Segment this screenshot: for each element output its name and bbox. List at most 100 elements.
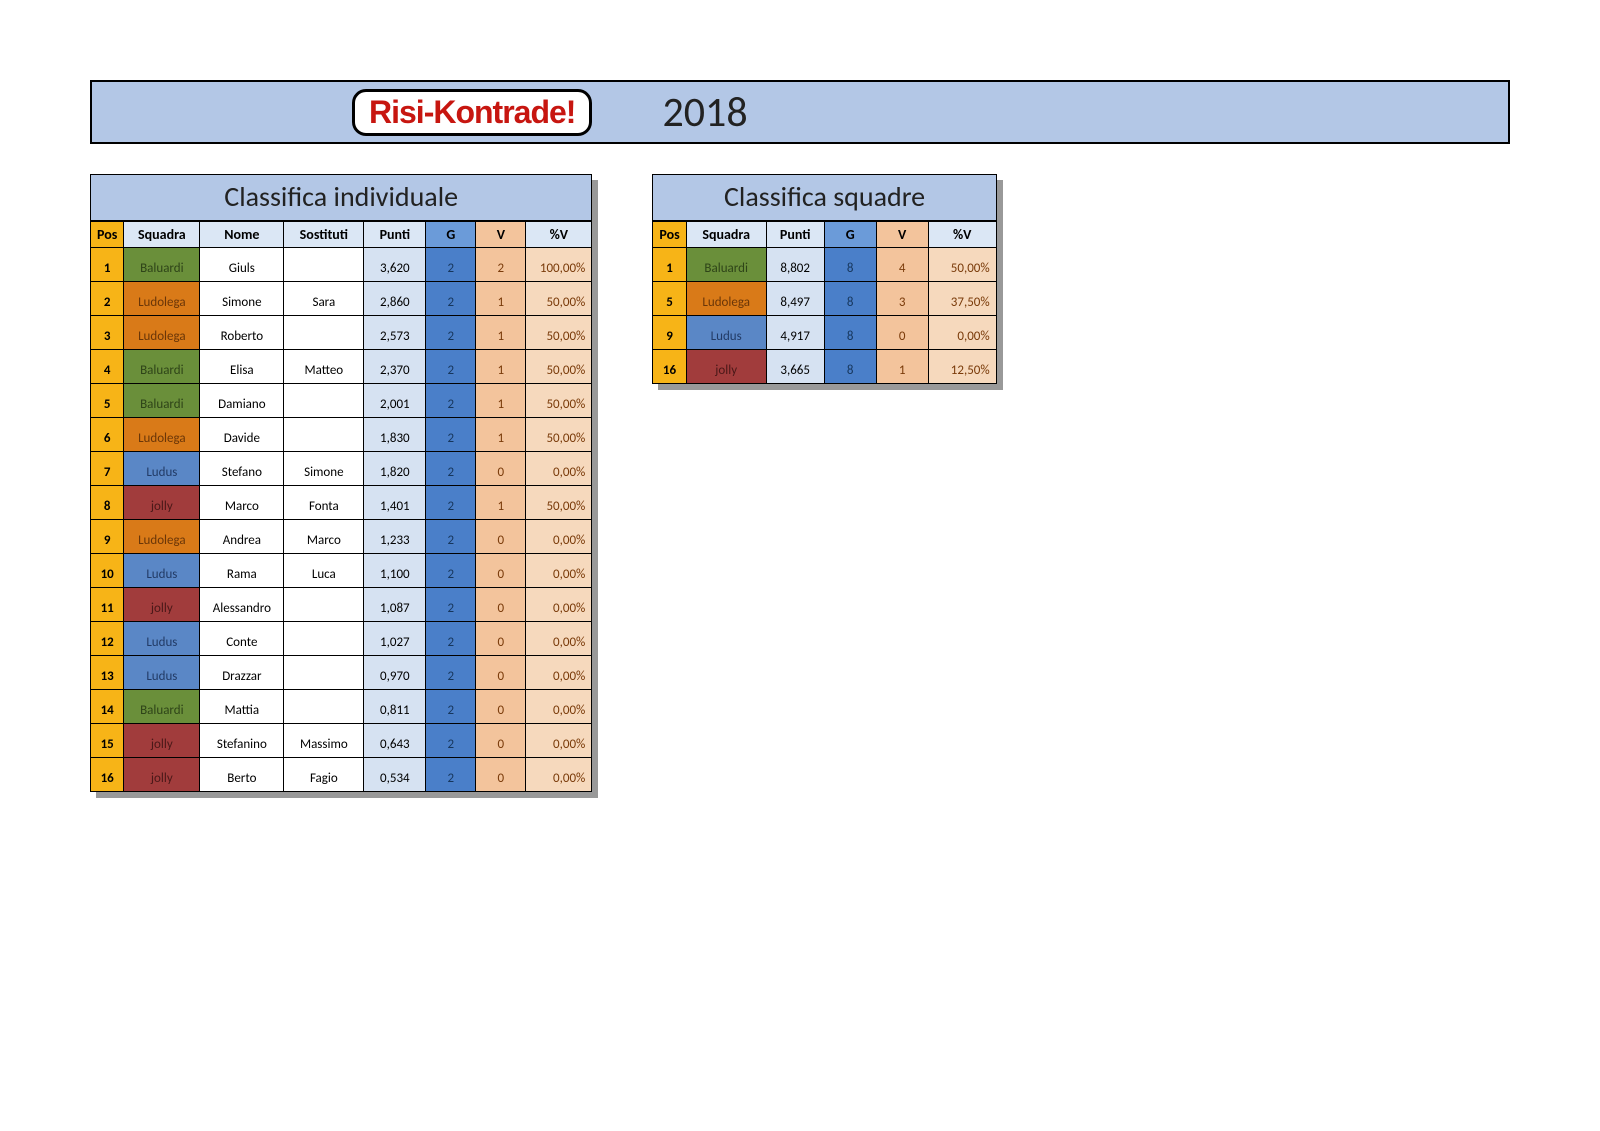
table-cell: 13 <box>91 656 124 690</box>
column-header: G <box>426 222 476 248</box>
table-cell: 8 <box>824 350 876 384</box>
table-cell: 50,00% <box>526 486 592 520</box>
table-cell: Alessandro <box>200 588 284 622</box>
table-cell: 3,665 <box>766 350 824 384</box>
table-cell: 0,00% <box>526 656 592 690</box>
table-cell: 0 <box>476 656 526 690</box>
table-cell: 1 <box>653 248 686 282</box>
table-cell <box>284 656 364 690</box>
table-cell: 50,00% <box>526 418 592 452</box>
individual-title: Classifica individuale <box>90 174 592 221</box>
table-cell: Ludolega <box>686 282 766 316</box>
table-cell: 50,00% <box>928 248 996 282</box>
table-cell: 2 <box>426 520 476 554</box>
table-cell: Stefanino <box>200 724 284 758</box>
table-cell: 2 <box>476 248 526 282</box>
table-cell: Massimo <box>284 724 364 758</box>
table-cell <box>284 248 364 282</box>
table-cell: Luca <box>284 554 364 588</box>
table-row: 13LudusDrazzar0,970200,00% <box>91 656 592 690</box>
table-row: 14BaluardiMattia0,811200,00% <box>91 690 592 724</box>
table-cell: 1 <box>91 248 124 282</box>
table-cell: 50,00% <box>526 350 592 384</box>
individual-table-wrap: Classifica individuale PosSquadraNomeSos… <box>90 174 592 792</box>
table-cell <box>284 418 364 452</box>
table-cell: Andrea <box>200 520 284 554</box>
table-cell: 0,00% <box>526 520 592 554</box>
teams-title: Classifica squadre <box>652 174 996 221</box>
table-cell: 0,00% <box>526 724 592 758</box>
table-cell: Stefano <box>200 452 284 486</box>
table-cell: 0 <box>476 690 526 724</box>
table-cell: 2 <box>426 418 476 452</box>
table-cell: 0 <box>476 452 526 486</box>
column-header: G <box>824 222 876 248</box>
table-cell: 1,100 <box>364 554 426 588</box>
table-cell: 2 <box>426 724 476 758</box>
table-row: 7LudusStefanoSimone1,820200,00% <box>91 452 592 486</box>
table-row: 16jollyBertoFagio0,534200,00% <box>91 758 592 792</box>
table-cell: 6 <box>91 418 124 452</box>
table-cell: Baluardi <box>124 690 200 724</box>
table-cell: 2 <box>426 622 476 656</box>
table-cell: 2 <box>426 554 476 588</box>
table-cell: 2,001 <box>364 384 426 418</box>
table-cell: Davide <box>200 418 284 452</box>
table-cell: 12,50% <box>928 350 996 384</box>
table-cell: 0,00% <box>526 622 592 656</box>
column-header: V <box>476 222 526 248</box>
table-cell: 0 <box>476 724 526 758</box>
table-cell: 16 <box>653 350 686 384</box>
table-cell: Matteo <box>284 350 364 384</box>
table-cell: Conte <box>200 622 284 656</box>
column-header: Pos <box>653 222 686 248</box>
table-row: 16jolly3,6658112,50% <box>653 350 996 384</box>
table-row: 1BaluardiGiuls3,62022100,00% <box>91 248 592 282</box>
table-cell: 2 <box>426 486 476 520</box>
table-cell: 1 <box>476 282 526 316</box>
table-cell: 0,00% <box>526 452 592 486</box>
table-row: 2LudolegaSimoneSara2,8602150,00% <box>91 282 592 316</box>
table-cell: 12 <box>91 622 124 656</box>
table-cell: 4 <box>876 248 928 282</box>
table-cell: 14 <box>91 690 124 724</box>
table-cell: 2 <box>426 282 476 316</box>
table-cell: Baluardi <box>124 248 200 282</box>
table-cell: 3 <box>91 316 124 350</box>
table-cell: 0 <box>476 622 526 656</box>
table-cell: 1,401 <box>364 486 426 520</box>
table-cell: Elisa <box>200 350 284 384</box>
table-cell: Damiano <box>200 384 284 418</box>
table-cell: 4 <box>91 350 124 384</box>
table-cell: 0,811 <box>364 690 426 724</box>
table-cell: 2 <box>426 656 476 690</box>
table-cell: 0 <box>476 588 526 622</box>
table-cell: 0 <box>876 316 928 350</box>
table-cell: 4,917 <box>766 316 824 350</box>
table-cell: 100,00% <box>526 248 592 282</box>
column-header: V <box>876 222 928 248</box>
table-cell: 0,970 <box>364 656 426 690</box>
table-cell: 0,00% <box>928 316 996 350</box>
table-cell: 1 <box>476 486 526 520</box>
column-header: Nome <box>200 222 284 248</box>
table-cell: Simone <box>284 452 364 486</box>
table-cell: 1,233 <box>364 520 426 554</box>
table-cell: Ludolega <box>124 282 200 316</box>
table-cell: jolly <box>124 758 200 792</box>
table-cell: 0,643 <box>364 724 426 758</box>
table-row: 15jollyStefaninoMassimo0,643200,00% <box>91 724 592 758</box>
table-cell: 1 <box>476 418 526 452</box>
table-cell: 1,027 <box>364 622 426 656</box>
table-cell: 10 <box>91 554 124 588</box>
table-cell: Baluardi <box>686 248 766 282</box>
column-header: Pos <box>91 222 124 248</box>
table-cell <box>284 384 364 418</box>
table-row: 12LudusConte1,027200,00% <box>91 622 592 656</box>
table-cell: 2 <box>426 350 476 384</box>
table-cell: 0 <box>476 758 526 792</box>
table-cell: Roberto <box>200 316 284 350</box>
table-row: 11jollyAlessandro1,087200,00% <box>91 588 592 622</box>
table-cell: Fagio <box>284 758 364 792</box>
table-row: 5Ludolega8,4978337,50% <box>653 282 996 316</box>
